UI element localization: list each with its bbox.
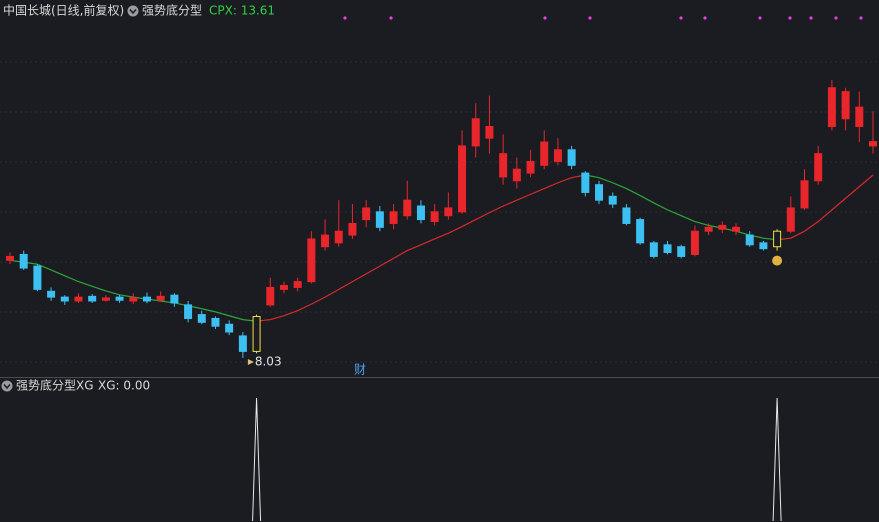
- dropdown-arrow: [129, 9, 137, 15]
- dot: [703, 16, 707, 20]
- candle-body: [526, 160, 535, 174]
- candle-body: [375, 211, 384, 228]
- candle-body: [567, 149, 576, 166]
- candle-body: [129, 297, 138, 302]
- indicator-name: 强势底分型: [142, 3, 202, 18]
- candle-body: [170, 294, 179, 304]
- candle-body: [403, 199, 412, 217]
- dot: [859, 16, 863, 20]
- sub-panel-value: XG: 0.00: [98, 379, 150, 393]
- trend-line: [585, 174, 778, 241]
- candle-body: [608, 195, 617, 205]
- candle-body: [362, 207, 371, 221]
- dot: [834, 16, 838, 20]
- candle-body: [33, 265, 42, 290]
- candle-body: [279, 284, 288, 290]
- dot: [679, 16, 683, 20]
- dot: [788, 16, 792, 20]
- candle-body: [60, 296, 69, 302]
- candle-body: [581, 172, 590, 193]
- finance-mark[interactable]: 财: [354, 363, 366, 377]
- trend-line: [256, 174, 586, 322]
- candle-body: [197, 314, 206, 323]
- candle-body: [115, 296, 124, 301]
- dropdown-icon[interactable]: [127, 5, 139, 17]
- candle-body: [540, 141, 549, 166]
- candle-body: [485, 126, 494, 139]
- candle-body: [307, 238, 316, 283]
- dot: [343, 16, 347, 20]
- candle-body: [238, 335, 247, 352]
- candle-body: [512, 168, 521, 182]
- dropdown-icon[interactable]: [1, 380, 13, 392]
- candle-body: [334, 230, 343, 244]
- candle-body: [663, 244, 672, 254]
- candle-body: [690, 230, 699, 255]
- candle-body: [855, 106, 864, 128]
- low-icon: [247, 359, 254, 365]
- candle-body: [649, 242, 658, 257]
- candle-body: [184, 304, 193, 319]
- candle-body: [759, 242, 768, 250]
- candle-body: [595, 184, 604, 201]
- candle-body: [636, 219, 645, 244]
- candle-body: [389, 211, 398, 224]
- candle-body: [211, 317, 220, 327]
- candle-body: [499, 153, 508, 178]
- dropdown-arrow: [3, 384, 11, 390]
- dot: [588, 16, 592, 20]
- dot: [809, 16, 813, 20]
- dot: [389, 16, 393, 20]
- candle-body: [677, 246, 686, 257]
- dot: [758, 16, 762, 20]
- signal-dots: [343, 16, 863, 20]
- candle-body: [458, 145, 467, 213]
- candle-body: [293, 281, 302, 288]
- candle-body: [718, 224, 727, 230]
- low-label: 8.03: [255, 355, 282, 369]
- candle-body: [430, 211, 439, 223]
- candle-body: [827, 87, 836, 128]
- candle-body: [704, 226, 713, 232]
- money-icon: [772, 255, 783, 266]
- candle-body: [745, 234, 754, 246]
- candle-body: [47, 290, 56, 298]
- xg-spike: [772, 397, 782, 522]
- trend-line: [777, 174, 874, 241]
- indicator-value: CPX: 13.61: [209, 4, 275, 18]
- candle-body: [773, 230, 782, 248]
- xg-spike: [252, 397, 262, 522]
- candle-body: [732, 226, 741, 232]
- candle-body: [266, 286, 275, 306]
- candle-body: [142, 296, 151, 302]
- candle-body: [156, 295, 165, 301]
- candle-body: [348, 222, 357, 236]
- stock-title: 中国长城(日线,前复权): [3, 3, 124, 18]
- candle-body: [814, 153, 823, 182]
- candle-body: [74, 296, 83, 302]
- candle-body: [6, 255, 14, 261]
- candle-body: [800, 180, 809, 209]
- candle-body: [416, 205, 425, 221]
- candle-body: [252, 316, 261, 352]
- candle-body: [321, 234, 330, 248]
- candle-body: [553, 149, 562, 162]
- candle-body: [841, 91, 850, 120]
- dot: [543, 16, 547, 20]
- candle-body: [786, 207, 795, 232]
- candle-body: [869, 141, 877, 147]
- candle-body: [444, 207, 453, 217]
- candle-body: [471, 118, 480, 147]
- candle-body: [225, 323, 234, 333]
- candle-body: [88, 295, 97, 302]
- candle-body: [101, 297, 110, 301]
- sub-panel-title: 强势底分型XG: [16, 378, 94, 393]
- candle-body: [622, 207, 631, 224]
- candle-body: [19, 253, 28, 269]
